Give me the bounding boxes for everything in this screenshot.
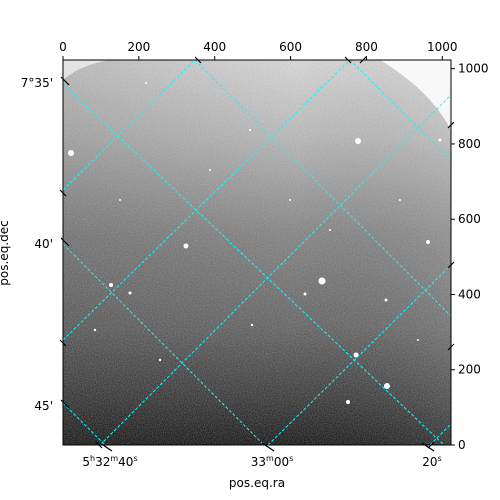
right-tick-label: 800 bbox=[458, 137, 481, 151]
right-pixel-axis: 0 200 400 600 800 1000 bbox=[451, 62, 489, 452]
ra-unit-part: m bbox=[110, 454, 118, 463]
coordinate-grid bbox=[63, 60, 451, 445]
grid-line bbox=[63, 60, 196, 191]
y-axis-label: pos.eq.dec bbox=[0, 220, 11, 285]
dec-tick-label: 7°35' bbox=[21, 76, 53, 90]
star bbox=[399, 199, 401, 201]
star bbox=[250, 323, 254, 327]
grid-edge-tick bbox=[359, 56, 367, 64]
top-pixel-axis: 0 200 400 600 800 1000 bbox=[59, 40, 458, 60]
top-tick-label: 200 bbox=[127, 40, 150, 54]
ra-value-part: 5 bbox=[82, 455, 90, 469]
ra-value-part: 00 bbox=[274, 455, 289, 469]
star bbox=[346, 400, 350, 404]
grid-edge-tick bbox=[59, 189, 67, 197]
grid-line bbox=[63, 60, 351, 341]
ra-value-part: 32 bbox=[95, 455, 110, 469]
star bbox=[355, 138, 361, 144]
star bbox=[426, 240, 430, 244]
ra-tick-mark bbox=[261, 442, 275, 452]
ra-unit-part: s bbox=[133, 454, 137, 463]
star bbox=[249, 129, 251, 131]
grid-line bbox=[349, 60, 451, 161]
star bbox=[384, 383, 390, 389]
right-tick-label: 0 bbox=[458, 438, 466, 452]
grid-edge-tick bbox=[447, 343, 455, 351]
star bbox=[119, 199, 121, 201]
right-tick-label: 400 bbox=[458, 287, 481, 301]
dec-tick-label: 45' bbox=[34, 399, 53, 413]
top-tick-label: 800 bbox=[355, 40, 378, 54]
grid-edge-tick bbox=[427, 441, 435, 449]
right-tick-label: 200 bbox=[458, 363, 481, 377]
ra-value-part: 20 bbox=[422, 455, 437, 469]
top-tick-label: 1000 bbox=[427, 40, 458, 54]
top-tick-label: 0 bbox=[59, 40, 67, 54]
grid-line bbox=[267, 264, 451, 445]
top-tick-label: 600 bbox=[279, 40, 302, 54]
grid-edge-tick bbox=[95, 441, 103, 449]
grid-line bbox=[99, 94, 451, 445]
star bbox=[109, 283, 113, 287]
sky-image bbox=[63, 60, 451, 445]
right-tick-label: 1000 bbox=[458, 62, 489, 76]
ra-unit-part: s bbox=[438, 454, 442, 463]
star bbox=[145, 82, 147, 84]
grid-edge-tick bbox=[194, 56, 202, 64]
bottom-ra-axis: 5h32m40s 33m00s 20s bbox=[82, 442, 442, 469]
grid-edge-tick bbox=[59, 339, 67, 347]
star bbox=[209, 169, 211, 171]
left-dec-axis: 7°35' 40' 45' bbox=[21, 56, 455, 449]
star bbox=[289, 199, 291, 201]
plot-frame bbox=[62, 59, 452, 446]
stars bbox=[68, 82, 442, 404]
star bbox=[329, 229, 331, 231]
grid-line bbox=[63, 243, 265, 445]
ra-unit-part: h bbox=[90, 454, 95, 463]
ra-tick-label: 5h32m40s bbox=[82, 454, 137, 469]
ra-tick-label: 33m00s bbox=[251, 454, 294, 469]
ra-value-part: 40 bbox=[118, 455, 133, 469]
grid-line bbox=[63, 83, 445, 445]
right-tick-label: 600 bbox=[458, 212, 481, 226]
grid-edge-tick bbox=[344, 56, 352, 64]
top-tick-label: 400 bbox=[203, 40, 226, 54]
star bbox=[353, 352, 359, 358]
star bbox=[128, 291, 132, 295]
dec-tick-label: 40' bbox=[34, 237, 53, 251]
ra-tick-label: 20s bbox=[422, 454, 441, 469]
ra-unit-part: m bbox=[266, 454, 274, 463]
star bbox=[183, 243, 189, 249]
star bbox=[93, 328, 97, 332]
ra-tick-mark bbox=[421, 442, 435, 452]
grid-line bbox=[194, 60, 451, 317]
x-axis-label: pos.eq.ra bbox=[229, 476, 285, 490]
ra-unit-part: s bbox=[289, 454, 293, 463]
star bbox=[438, 138, 442, 142]
grid-line bbox=[63, 402, 106, 445]
star bbox=[417, 339, 419, 341]
star bbox=[318, 277, 326, 285]
star bbox=[68, 150, 74, 156]
grid-edge-tick bbox=[447, 121, 455, 129]
star bbox=[158, 358, 162, 362]
star bbox=[303, 292, 307, 296]
dec-tick-mark bbox=[60, 399, 70, 409]
ra-tick-mark bbox=[99, 442, 113, 452]
dec-tick-mark bbox=[60, 237, 70, 247]
ra-value-part: 33 bbox=[251, 455, 266, 469]
dec-tick-mark bbox=[60, 76, 70, 86]
grid-edge-tick bbox=[447, 261, 455, 269]
star bbox=[384, 298, 388, 302]
